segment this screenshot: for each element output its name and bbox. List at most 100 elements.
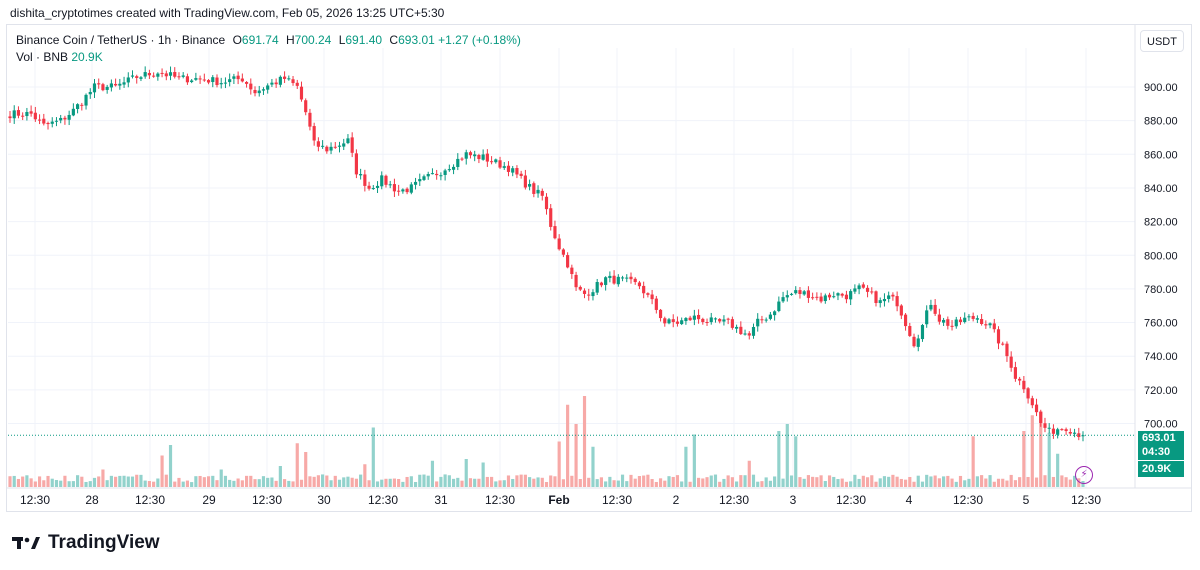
candle-body [439,175,443,177]
volume-bar [574,424,578,487]
candle-body [1060,429,1064,431]
candle-body [435,173,439,176]
candle-body [870,291,874,293]
volume-bar [190,482,194,487]
volume-bar [654,481,658,487]
x-tick-label: 31 [434,493,448,507]
volume-bar [1047,432,1051,487]
volume-bar [544,482,549,487]
volume-bar [519,474,523,487]
candle-body [1022,380,1026,390]
volume-bar [380,479,384,487]
candle-body [853,288,857,292]
volume-bar [1013,480,1017,487]
y-tick-label: 760.00 [1144,318,1178,330]
candle-body [701,318,705,323]
volume-bar [185,480,190,487]
candle-body [650,294,654,300]
chart-frame[interactable] [6,24,1192,512]
volume-bar [760,481,764,487]
y-tick-label: 700.00 [1144,419,1178,431]
volume-bar [236,478,240,487]
volume-bar [354,478,358,487]
candle-body [1001,343,1005,345]
volume-bar [261,476,266,487]
candle-body [604,277,608,285]
candle-body [963,317,967,323]
candle-body [916,338,920,347]
currency-button[interactable]: USDT [1140,30,1184,52]
candle-body [849,291,853,300]
candle-body [722,319,726,322]
volume-bar [67,481,71,487]
candle-body [587,294,591,296]
volume-bar [553,476,557,487]
candle-body [485,153,489,162]
volume-bar [599,477,604,487]
candle-body [67,114,71,120]
open-label: O [232,33,242,47]
candle-body [506,165,511,172]
volume-bar [42,480,46,487]
volume-bar [257,479,261,487]
volume-bar [253,479,257,487]
candle-body [177,76,181,78]
volume-bar [549,475,553,487]
candle-body [232,76,236,79]
volume-bar [232,480,236,487]
candle-body [773,311,777,316]
candle-body [164,73,168,77]
candle-body [899,305,903,316]
volume-bar [891,474,895,487]
volume-bar [844,481,849,487]
volume-bar [139,474,143,487]
candle-body [12,110,16,119]
x-tick-label: 12:30 [485,493,515,507]
volume-bar [506,475,511,487]
candle-body [460,158,464,160]
candle-body [954,319,958,327]
volume-bar [658,478,663,487]
candle-body [33,112,37,120]
volume-bar [756,481,760,487]
volume-bar [751,474,756,487]
y-tick-label: 900.00 [1144,82,1178,94]
volume-bar [785,424,789,487]
volume-bar [346,476,350,487]
candle-body [929,304,933,310]
candle-body [215,77,219,86]
candle-body [71,108,75,116]
volume-bar [705,477,709,487]
volume-badge: 20.9K [1138,461,1184,477]
volume-bar [489,476,494,487]
candle-body [325,146,329,152]
volume-bar [359,474,363,487]
volume-bar [853,474,857,487]
candle-body [815,296,819,298]
volume-bar [680,481,684,487]
candle-body [152,75,156,77]
volume-bar [97,476,101,487]
volume-bar [215,480,219,487]
candle-body [544,196,549,210]
volume-bar [730,477,734,487]
volume-bar [173,481,177,487]
candle-body [202,79,206,81]
volume-bar [59,480,63,487]
candle-body [578,286,582,290]
candle-body [333,146,337,148]
candle-body [1072,432,1077,434]
candle-body [143,72,147,77]
candle-body [570,267,574,275]
x-tick-label: 12:30 [252,493,282,507]
volume-bar [76,475,80,487]
candle-body [844,294,849,300]
volume-bar [71,481,75,487]
candle-body [726,318,730,320]
candle-body [168,72,173,76]
volume-bar [126,476,130,487]
lightning-icon[interactable]: ⚡ [1075,466,1093,484]
candle-body [236,75,240,80]
volume-bar [147,481,151,487]
